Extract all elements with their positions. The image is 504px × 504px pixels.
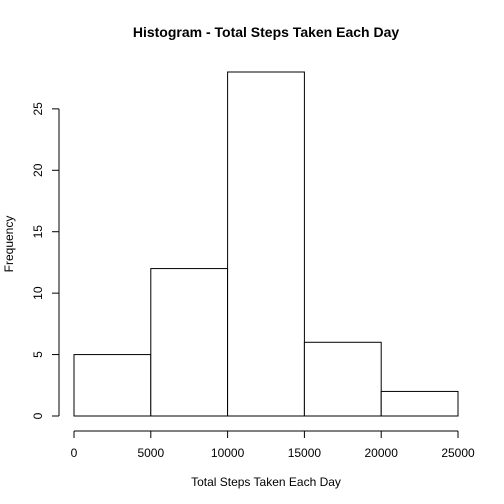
bars-group [73,71,459,417]
histogram-bar-3 [303,341,382,417]
y-tick-label: 20 [31,163,45,177]
y-tick-label: 15 [31,225,45,239]
x-tick-label: 25000 [441,446,475,460]
chart-title: Histogram - Total Steps Taken Each Day [133,24,400,40]
histogram-bar-2 [227,71,305,417]
histogram-bar-1 [150,268,229,417]
y-axis-label: Frequency [2,216,16,273]
x-tick-label: 10000 [211,446,245,460]
x-tick-label: 15000 [288,446,322,460]
y-tick-label: 25 [31,102,45,116]
y-tick-label: 5 [31,351,45,358]
y-axis: 0 5 10 15 20 25 [31,102,60,419]
histogram-bar-4 [380,390,459,417]
x-tick-label: 20000 [365,446,399,460]
histogram-bar-0 [73,354,152,417]
x-axis: 0 5000 10000 15000 20000 25000 [71,430,475,460]
x-axis-label: Total Steps Taken Each Day [191,475,341,489]
y-tick-label: 10 [31,286,45,300]
x-tick-label: 0 [71,446,78,460]
x-tick-label: 5000 [137,446,164,460]
y-tick-label: 0 [31,412,45,419]
